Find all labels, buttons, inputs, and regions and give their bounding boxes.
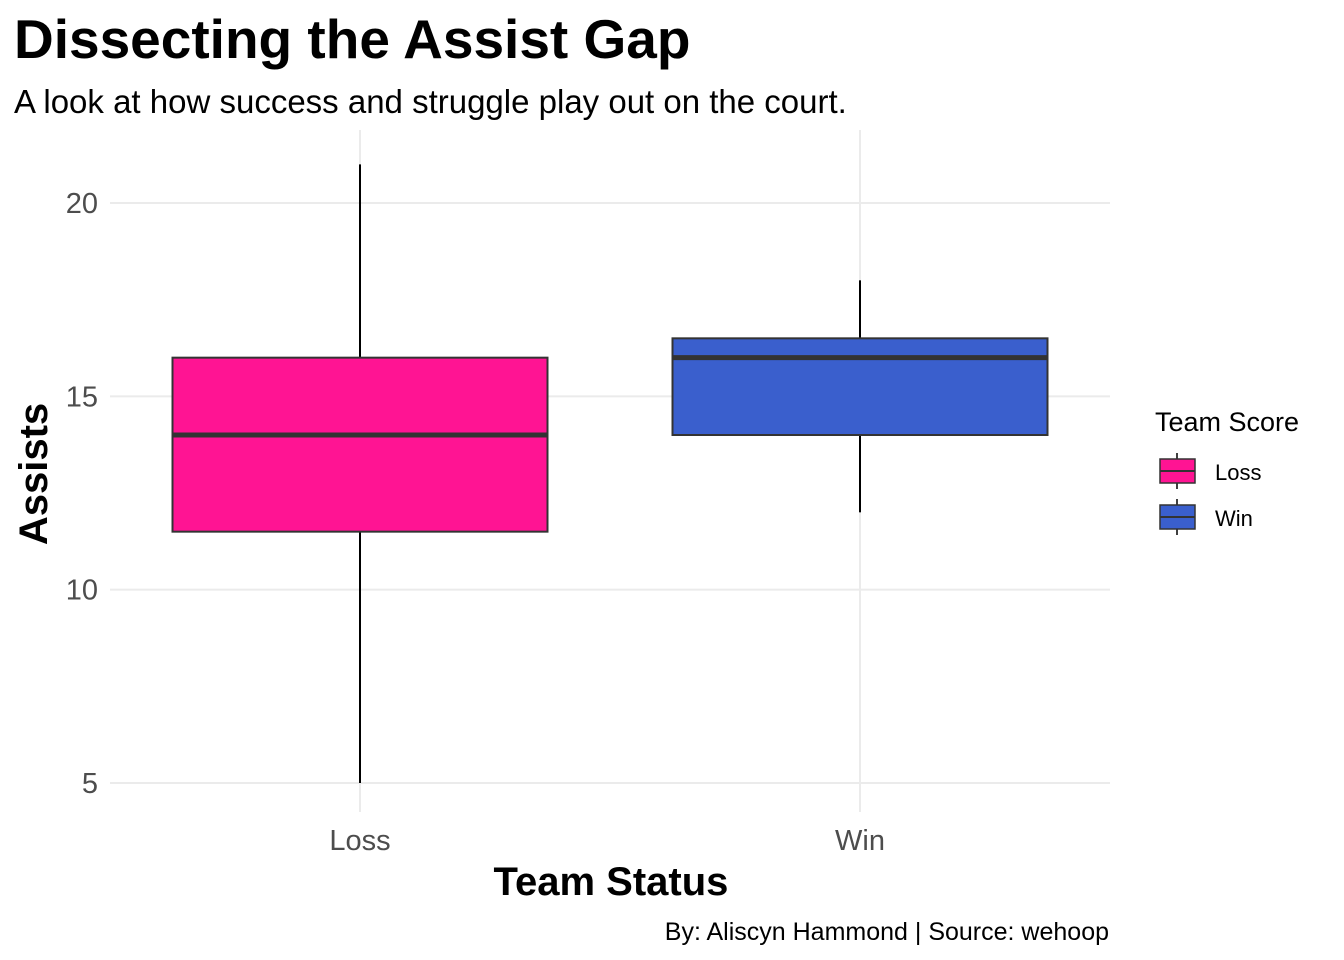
y-tick-label-5: 5 — [82, 768, 98, 800]
boxplots — [171, 164, 1049, 783]
legend-label-win: Win — [1215, 506, 1253, 531]
x-tick-label-loss: Loss — [329, 825, 390, 857]
chart-title: Dissecting the Assist Gap — [14, 8, 691, 70]
x-axis-ticks: Loss Win — [329, 825, 885, 857]
box-win — [671, 280, 1049, 513]
legend-entry-win: Win — [1159, 499, 1253, 535]
legend: Team Score Loss Win — [1155, 407, 1299, 535]
y-tick-label-10: 10 — [66, 575, 98, 607]
y-tick-label-15: 15 — [66, 381, 98, 413]
x-axis-title: Team Status — [494, 860, 729, 904]
y-axis-ticks: 5 10 15 20 — [66, 188, 98, 800]
chart-subtitle: A look at how success and struggle play … — [14, 83, 847, 120]
legend-title: Team Score — [1155, 407, 1299, 437]
chart-caption: By: Aliscyn Hammond | Source: wehoop — [665, 918, 1109, 946]
x-tick-label-win: Win — [835, 825, 885, 857]
box-iqr-win — [671, 337, 1049, 437]
box-loss — [171, 164, 549, 783]
legend-entries: Loss Win — [1159, 453, 1261, 535]
y-axis-title: Assists — [12, 403, 56, 545]
legend-label-loss: Loss — [1215, 460, 1261, 485]
legend-entry-loss: Loss — [1159, 453, 1261, 489]
box-iqr-loss — [171, 356, 549, 533]
y-tick-label-20: 20 — [66, 188, 98, 220]
